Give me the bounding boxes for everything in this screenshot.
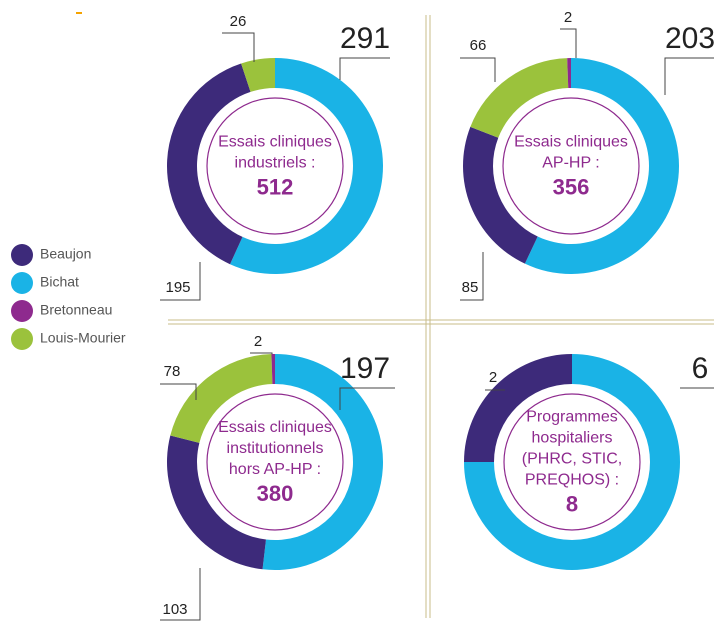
- center-title: PREQHOS) :: [525, 472, 619, 489]
- center-total: 356: [553, 174, 590, 199]
- leader-line: [160, 568, 201, 621]
- legend-label: Bretonneau: [40, 302, 112, 318]
- center-title: AP-HP :: [542, 155, 600, 172]
- value-label: 66: [470, 37, 487, 54]
- legend-swatch: [11, 328, 33, 350]
- value-label: 2: [254, 333, 262, 350]
- leader-line: [460, 57, 496, 82]
- donut-segment: [262, 354, 383, 570]
- center-title: (PHRC, STIC,: [522, 451, 622, 468]
- donut-segment: [524, 58, 680, 274]
- donut-segment: [464, 354, 572, 462]
- leader-line: [222, 32, 255, 62]
- donut-segment: [170, 354, 273, 443]
- legend-swatch: [11, 244, 33, 266]
- value-label: 26: [230, 13, 247, 30]
- center-title: hors AP-HP :: [229, 461, 321, 478]
- center-title: institutionnels: [227, 440, 324, 457]
- donut-segment: [463, 126, 538, 264]
- value-label: 195: [165, 279, 190, 296]
- leader-line: [339, 57, 390, 80]
- value-label: 2: [564, 9, 572, 26]
- legend-swatch: [11, 300, 33, 322]
- center-title: hospitaliers: [532, 430, 613, 447]
- leader-line: [339, 387, 395, 410]
- center-title: Essais cliniques: [218, 134, 332, 151]
- donut-segment: [567, 58, 571, 89]
- donut-segment: [230, 58, 383, 274]
- value-label: 197: [340, 352, 390, 385]
- value-label: 103: [162, 601, 187, 618]
- value-label: 6: [692, 352, 709, 385]
- legend-label: Beaujon: [40, 246, 91, 262]
- value-label: 291: [340, 22, 390, 55]
- center-circle: [502, 97, 640, 235]
- center-circle: [206, 393, 344, 531]
- donut-segment: [271, 354, 275, 385]
- value-label: 78: [164, 363, 181, 380]
- dividers: [168, 15, 714, 618]
- center-circle: [206, 97, 344, 235]
- leader-line: [560, 28, 577, 58]
- value-label: 203: [665, 22, 714, 55]
- center-total: 8: [566, 491, 578, 516]
- center-total: 512: [257, 174, 294, 199]
- leader-line: [664, 57, 714, 95]
- leader-line: [460, 252, 484, 301]
- value-label: 85: [462, 279, 479, 296]
- center-circle: [503, 393, 641, 531]
- center-title: Programmes: [526, 409, 618, 426]
- legend-swatch: [11, 272, 33, 294]
- center-total: 380: [257, 481, 294, 506]
- legend-label: Bichat: [40, 274, 79, 290]
- leader-line: [250, 352, 273, 354]
- center-title: Essais cliniques: [514, 134, 628, 151]
- value-label: 2: [489, 369, 497, 386]
- donut-segment: [167, 63, 251, 265]
- donut-segment: [470, 58, 569, 138]
- leader-line: [160, 383, 197, 400]
- center-title: Essais cliniques: [218, 419, 332, 436]
- donut-segment: [241, 58, 275, 92]
- donut-segment: [166, 435, 266, 570]
- leader-line: [160, 262, 201, 301]
- legend-label: Louis-Mourier: [40, 330, 126, 346]
- center-title: industriels :: [235, 155, 316, 172]
